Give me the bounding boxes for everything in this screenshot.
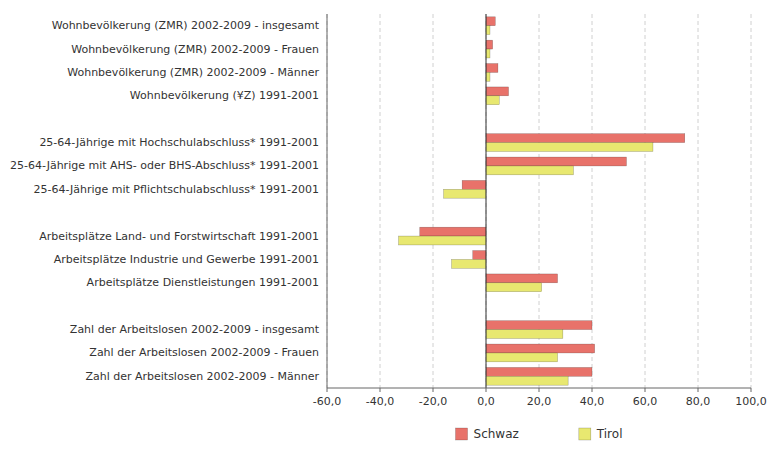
x-tick [327,388,328,392]
x-tick-label: 100,0 [735,395,767,408]
bar [486,283,542,292]
x-tick [433,388,434,392]
grid-line [592,14,593,388]
y-tick-label: Zahl der Arbeitslosen 2002-2009 - Männer [85,370,319,383]
grid-line [645,14,646,388]
x-ticks: -60,0 -40,0 -20,0 0,0 20,0 40,0 60,0 80,0 100,0 [313,388,767,408]
y-tick-label: Zahl der Arbeitslosen 2002-2009 - Frauen [89,346,319,359]
legend-swatch [579,428,591,440]
x-tick [645,388,646,392]
legend-label: Schwaz [474,427,519,441]
y-tick-labels: Wohnbevölkerung (ZMR) 2002-2009 - insges… [10,19,320,383]
zero-line [486,14,487,388]
bar [486,143,653,152]
bar [444,189,486,198]
x-tick-label: 20,0 [527,395,552,408]
bar [486,367,592,376]
legend-label: Tirol [596,427,623,441]
bar [486,87,509,96]
x-tick-label: -60,0 [313,395,341,408]
grid-line [380,14,381,388]
x-tick-label: -40,0 [366,395,394,408]
grid-line [433,14,434,388]
bar [486,330,563,339]
bar [486,134,685,143]
grid-line [698,14,699,388]
legend-item: Tirol [579,427,623,441]
bar [486,353,558,362]
y-tick-label: Arbeitsplätze Industrie und Gewerbe 1991… [54,253,319,266]
x-tick [751,388,752,392]
x-tick-label: 0,0 [477,395,495,408]
y-tick-label: 25-64-Jährige mit AHS- oder BHS-Abschlus… [10,159,319,172]
bar [486,166,573,175]
x-tick-label: 40,0 [580,395,605,408]
y-tick-label: 25-64-Jährige mit Pflichtschulabschluss*… [33,183,319,196]
bar [473,251,486,260]
bar [486,26,490,35]
legend: Schwaz Tirol [456,427,623,441]
x-tick [486,388,487,392]
bar [486,321,592,330]
grid-line [751,14,752,388]
x-tick [539,388,540,392]
x-tick [698,388,699,392]
legend-item: Schwaz [456,427,519,441]
bar [486,376,568,385]
bar [486,72,490,81]
y-tick-label: Wohnbevölkerung (ZMR) 2002-2009 - insges… [52,19,320,32]
bar [486,96,499,105]
y-tick-label: Arbeitsplätze Dienstleistungen 1991-2001 [87,276,319,289]
bar [420,227,486,236]
x-tick [592,388,593,392]
bar [486,344,595,353]
y-tick-label: Wohnbevölkerung (ZMR) 2002-2009 - Frauen [71,43,319,56]
bar [486,49,490,58]
x-tick-label: 80,0 [686,395,711,408]
bar [486,157,626,166]
y-tick-label: Wohnbevölkerung (ZMR) 2002-2009 - Männer [67,66,319,79]
y-tick-label: Arbeitsplätze Land- und Forstwirtschaft … [39,230,319,243]
y-axis-line [327,14,328,388]
bar [399,236,486,245]
bar [486,40,493,49]
y-tick-label: Wohnbevölkerung (¥Z) 1991-2001 [130,89,319,102]
bars [399,17,685,385]
x-tick-label: 60,0 [633,395,658,408]
legend-swatch [456,428,468,440]
grid-line [486,14,487,388]
bar [486,64,498,73]
x-grid [327,14,751,388]
chart: Wohnbevölkerung (ZMR) 2002-2009 - insges… [0,0,777,458]
y-tick-label: Zahl der Arbeitslosen 2002-2009 - insges… [70,323,320,336]
bar [486,17,495,26]
x-tick-label: -20,0 [419,395,447,408]
bar [452,259,486,268]
bar [486,274,558,283]
bar [462,180,486,189]
grid-line [327,14,328,388]
x-axis-line [327,388,751,389]
y-tick-label: 25-64-Jährige mit Hochschulabschluss* 19… [39,136,319,149]
x-tick [380,388,381,392]
